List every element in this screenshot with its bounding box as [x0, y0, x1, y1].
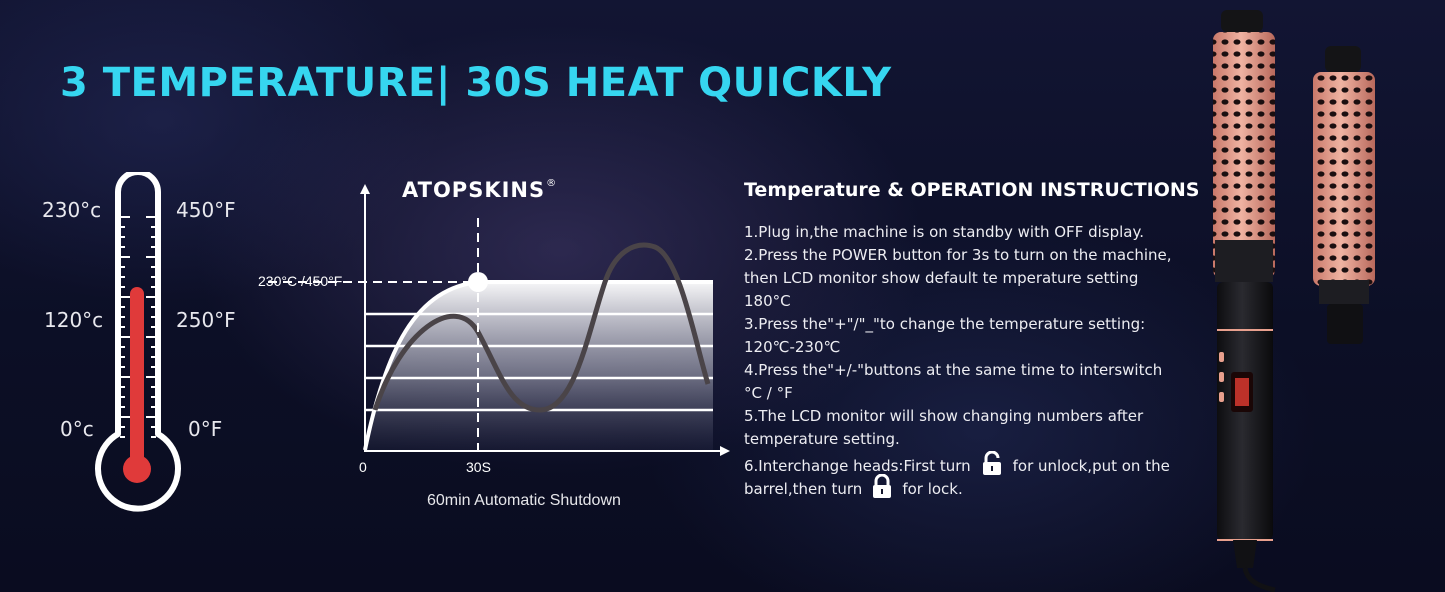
hair-brush-product-image	[1213, 10, 1375, 592]
instruction-line: °C / °F	[744, 384, 793, 402]
thermometer-icon	[95, 172, 181, 512]
celsius-label-mid: 120°c	[44, 308, 104, 332]
unlock-icon	[981, 450, 1003, 482]
headline: 3 TEMPERATURE| 30S HEAT QUICKLY	[60, 60, 892, 106]
lock-icon	[872, 473, 892, 505]
instruction-line-lock: barrel,then turn for lock.	[744, 473, 1204, 498]
temperature-grid-lines	[365, 312, 713, 412]
instruction-line: 180°C	[744, 292, 791, 310]
instructions-title: Temperature & OPERATION INSTRUCTIONS	[744, 179, 1200, 201]
instructions-list: 1.Plug in,the machine is on standby with…	[744, 221, 1204, 498]
heat-area	[365, 282, 713, 450]
celsius-label-low: 0°c	[60, 417, 94, 441]
instruction-line: 4.Press the"+/-"buttons at the same time…	[744, 361, 1163, 379]
instruction-line: 5.The LCD monitor will show changing num…	[744, 407, 1144, 425]
x-30s-label: 30S	[466, 459, 491, 472]
instruction-line: 2.Press the POWER button for 3s to turn …	[744, 246, 1172, 264]
celsius-label-high: 230°c	[42, 198, 102, 222]
instruction-line: temperature setting.	[744, 430, 900, 448]
instruction-line: 120℃-230℃	[744, 338, 841, 356]
target-point	[468, 272, 488, 292]
temp-target-label: 230°C /450°F	[258, 273, 342, 289]
fahrenheit-label-mid: 250°F	[176, 308, 236, 332]
brand-logo: ATOPSKINS®	[402, 178, 558, 202]
instruction-line: then LCD monitor show default te mperatu…	[744, 269, 1139, 287]
x-start-label: 0	[359, 459, 367, 472]
fahrenheit-label-high: 450°F	[176, 198, 236, 222]
instruction-line: 1.Plug in,the machine is on standby with…	[744, 223, 1144, 241]
competitor-curve	[372, 242, 711, 413]
instruction-line: 3.Press the"+"/"_"to change the temperat…	[744, 315, 1146, 333]
shutdown-caption: 60min Automatic Shutdown	[427, 492, 621, 509]
heat-curve	[363, 280, 713, 451]
heat-up-chart: 230°C /450°F 0 30S	[258, 184, 730, 472]
fahrenheit-label-low: 0°F	[188, 417, 223, 441]
instruction-line-unlock: 6.Interchange heads:First turn for unlock…	[744, 450, 1204, 475]
